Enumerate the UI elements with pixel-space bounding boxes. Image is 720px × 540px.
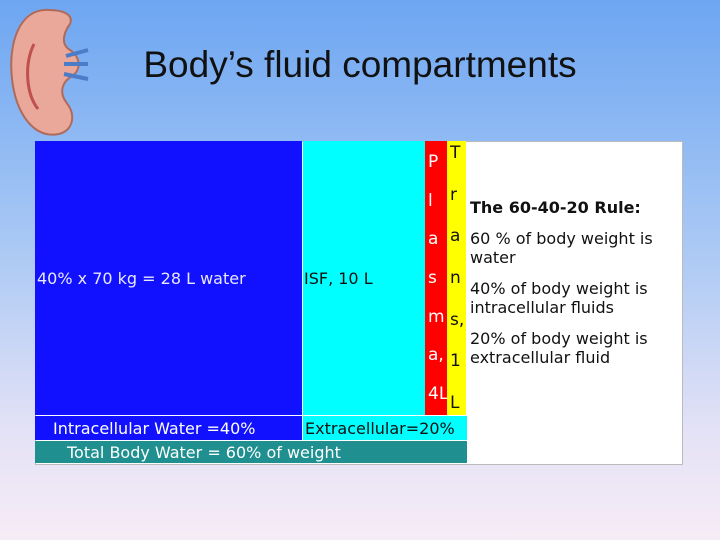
transcellular-letter: T	[450, 143, 461, 163]
transcellular-letter: s,	[450, 309, 465, 330]
transcellular-letter: L	[450, 392, 460, 413]
rule-item: 40% of body weight is intracellular flui…	[470, 279, 648, 317]
rule-item: 60 % of body weight is water	[470, 229, 653, 267]
plasma-letter: m	[428, 306, 445, 327]
intracellular-label: Intracellular Water =40%	[35, 416, 302, 440]
rule-list: 60 % of body weight is water 40% of body …	[470, 229, 680, 367]
intracellular-block: 40% x 70 kg = 28 L water	[35, 141, 302, 415]
intracellular-text: 40% x 70 kg = 28 L water	[37, 269, 246, 288]
slide-title: Body’s fluid compartments	[143, 44, 577, 85]
plasma-letter: P	[428, 152, 439, 173]
transcellular-letter: r	[450, 184, 457, 205]
rule-panel: The 60-40-20 Rule: 60 % of body weight i…	[470, 198, 680, 367]
transcellular-letter: a	[450, 226, 461, 247]
extracellular-label: Extracellular=20%	[303, 416, 467, 440]
interstitial-text: ISF, 10 L	[304, 269, 373, 288]
interstitial-block: ISF, 10 L	[303, 141, 425, 415]
plasma-letter: s	[428, 267, 437, 288]
plasma-letter: l	[428, 190, 433, 211]
transcellular-letter: n	[450, 267, 461, 288]
kidney-icon	[10, 8, 89, 136]
rule-item: 20% of body weight is extracellular flui…	[470, 329, 648, 367]
plasma-letter: 4L	[428, 383, 449, 404]
total-label: Total Body Water = 60% of weight	[35, 441, 467, 463]
plasma-letter: a,	[428, 345, 444, 366]
rule-heading: The 60-40-20 Rule:	[470, 198, 641, 217]
plasma-letter: a	[428, 229, 439, 250]
transcellular-letter: 1	[450, 351, 461, 372]
